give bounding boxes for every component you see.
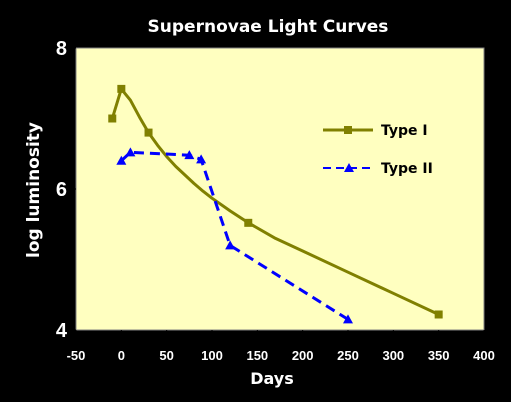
y-tick-label: 8 xyxy=(56,38,67,60)
plot-area xyxy=(75,47,485,331)
y-tick-label: 4 xyxy=(56,320,68,342)
x-tick-label: 50 xyxy=(159,348,173,363)
x-tick-label: 250 xyxy=(337,348,359,363)
legend-marker-type-ii xyxy=(344,163,354,172)
data-point-type-i xyxy=(434,310,443,319)
data-point-type-ii xyxy=(116,155,127,165)
series-line-type-i xyxy=(110,87,440,316)
data-point-type-ii xyxy=(343,314,353,324)
x-tick-label: 0 xyxy=(118,348,125,363)
x-axis-title: Days xyxy=(250,369,294,388)
data-point-type-ii xyxy=(125,147,136,157)
x-axis-ticks: -50 0 50 100 150 200 250 300 350 400 xyxy=(67,330,495,363)
data-point-type-i xyxy=(108,114,117,123)
x-tick-label: 100 xyxy=(201,348,223,363)
x-tick-label: 150 xyxy=(246,348,268,363)
y-axis-title: log luminosity xyxy=(24,122,44,258)
x-tick-label: 200 xyxy=(292,348,314,363)
series-layer xyxy=(108,84,443,324)
data-point-type-i xyxy=(144,128,153,137)
data-point-type-ii xyxy=(225,240,236,250)
x-tick-label: 350 xyxy=(428,348,450,363)
data-point-type-i xyxy=(244,218,253,227)
x-tick-label: -50 xyxy=(67,348,86,363)
series-line-type-ii xyxy=(120,150,349,321)
legend-label-type-ii: Type II xyxy=(381,161,433,177)
x-tick-label: 300 xyxy=(382,348,404,363)
chart-title: Supernovae Light Curves xyxy=(148,17,389,37)
data-point-type-i xyxy=(117,84,126,93)
data-point-type-ii xyxy=(184,150,195,160)
legend-label-type-i: Type I xyxy=(381,123,428,139)
y-tick-label: 6 xyxy=(56,179,67,201)
data-point-type-ii xyxy=(196,154,207,164)
legend-marker-type-i xyxy=(344,126,352,134)
legend: Type I Type II xyxy=(323,123,433,177)
x-tick-label: 400 xyxy=(473,348,495,363)
y-axis-ticks: 4 6 8 xyxy=(56,38,76,342)
